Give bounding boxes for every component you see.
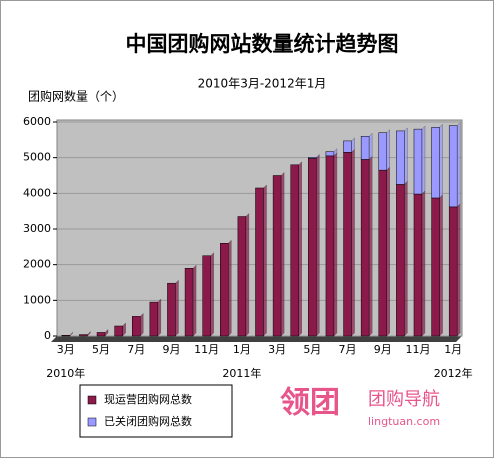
bar-side [316, 155, 320, 337]
y-axis-label: 团购网数量（个） [28, 89, 124, 104]
bar-segment [396, 184, 405, 337]
bar-segment [378, 169, 388, 337]
bar-side [404, 127, 408, 185]
bar-segment [325, 151, 335, 157]
x-tick-label: 5月 [303, 343, 321, 356]
legend-swatch [87, 417, 97, 427]
bar-side [69, 331, 73, 337]
bar-segment [431, 127, 440, 199]
legend-label: 已关闭团购网总数 [104, 414, 192, 428]
bar-side [140, 313, 144, 337]
bar-side [421, 125, 426, 195]
bar-segment [184, 267, 194, 337]
x-tick-label: 5月 [92, 343, 110, 356]
bar-segment [114, 325, 123, 337]
bar-side [439, 123, 443, 199]
bar-side [439, 194, 443, 337]
bar-segment [272, 175, 282, 337]
bar-segment [325, 155, 335, 337]
y-tick-label: 2000 [23, 258, 51, 271]
bar-segment [131, 316, 141, 337]
bar-side [386, 129, 390, 171]
bar-side [228, 239, 232, 337]
x-tick-label: 3月 [268, 343, 286, 356]
bar-side [351, 148, 355, 337]
x-tick-label: 9月 [162, 343, 180, 356]
y-tick-label: 0 [44, 329, 51, 342]
bar-side [404, 181, 408, 337]
bar-segment [448, 206, 458, 337]
x-tick-label: 7月 [339, 343, 357, 356]
y-tick-label: 1000 [23, 293, 51, 306]
bar-side [87, 331, 91, 337]
bar-side [175, 279, 179, 337]
x-tick-label: 1月 [444, 343, 462, 356]
bar-segment [431, 197, 440, 337]
bar-side [333, 152, 338, 337]
chart-title: 中国团购网站数量统计趋势图 [126, 32, 399, 56]
bar-segment [360, 136, 370, 160]
legend-label: 现运营团购网总数 [104, 392, 192, 406]
bar-segment [167, 282, 176, 337]
year-label: 2011年 [222, 366, 261, 380]
year-label: 2010年 [46, 366, 85, 380]
bar-segment [396, 130, 405, 185]
bar-side [369, 132, 373, 160]
chart-subtitle: 2010年3月-2012年1月 [198, 77, 327, 91]
plot-floor [51, 336, 462, 342]
legend-swatch [87, 395, 97, 405]
x-tick-label: 11月 [194, 343, 219, 356]
x-tick-label: 9月 [374, 343, 392, 356]
bar-side [280, 172, 285, 337]
year-label: 2012年 [434, 366, 473, 380]
y-tick-label: 3000 [23, 222, 51, 235]
bar-side [421, 190, 426, 337]
bar-segment [220, 243, 229, 337]
bar-segment [343, 152, 352, 337]
x-tick-label: 11月 [405, 343, 430, 356]
y-tick-label: 5000 [23, 151, 51, 164]
bar-segment [343, 140, 352, 153]
legend [79, 384, 233, 438]
bar-side [122, 322, 126, 337]
watermark-url: lingtuan.com [368, 415, 440, 428]
bar-side [457, 122, 461, 208]
watermark-tagline: 团购导航 [368, 389, 440, 410]
bar-segment [79, 334, 88, 337]
bar-side [316, 153, 320, 159]
bar-segment [61, 335, 71, 337]
bar-segment [308, 157, 317, 159]
watermark-brand: 领团 [280, 386, 340, 421]
bar-side [245, 213, 250, 337]
bar-side [333, 148, 338, 157]
bar-segment [202, 255, 211, 337]
bar-segment [255, 187, 264, 337]
bar-segment [360, 159, 370, 337]
bar-side [386, 166, 390, 337]
y-tick-label: 6000 [23, 115, 51, 128]
bar-side [104, 329, 109, 337]
bar-segment [413, 128, 423, 195]
bar-segment [237, 216, 247, 337]
bar-segment [149, 301, 159, 337]
bar-side [157, 298, 161, 337]
bar-side [210, 252, 214, 337]
bar-segment [290, 164, 299, 337]
bar-side [369, 156, 373, 337]
y-tick-label: 4000 [23, 186, 51, 199]
bar-segment [378, 132, 388, 171]
bar-side [192, 264, 197, 337]
bar-side [351, 137, 355, 153]
bar-segment [96, 332, 106, 337]
bar-side [263, 184, 267, 337]
x-tick-label: 3月 [57, 343, 75, 356]
bar-side [298, 161, 302, 337]
bar-segment [308, 158, 317, 337]
bar-side [457, 203, 461, 337]
x-tick-label: 7月 [127, 343, 145, 356]
bar-segment [413, 193, 423, 337]
bar-segment [448, 125, 458, 208]
x-tick-label: 1月 [233, 343, 251, 356]
